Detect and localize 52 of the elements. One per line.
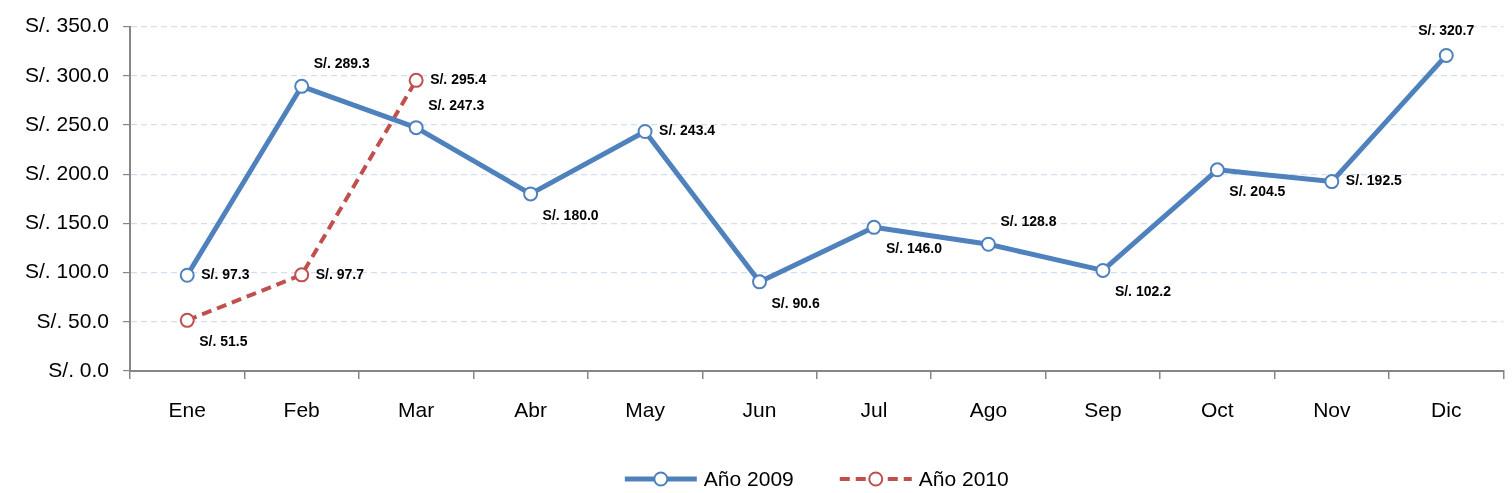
y-tick-label: S/. 250.0 [24,111,109,135]
point [1095,262,1111,278]
point [752,274,768,290]
x-tick-label: Abr [514,398,547,422]
data-label: S/. 128.8 [1000,213,1057,230]
data-label: S/. 146.0 [885,240,943,257]
point [408,120,424,136]
point [866,219,882,235]
x-tick-label: Ago [969,398,1008,422]
data-label: S/. 247.3 [428,96,485,113]
x-tick-label: Nov [1313,398,1351,422]
x-tick-label: Oct [1201,398,1234,422]
y-tick-label: S/. 350.0 [24,13,109,37]
data-label: S/. 192.5 [1345,172,1403,189]
point [408,72,424,88]
point [1209,162,1225,178]
y-tick-label: S/. 200.0 [24,161,109,184]
point [637,123,653,139]
point [179,267,195,283]
data-label: S/. 289.3 [313,55,370,72]
x-tick-label: Dic [1431,398,1462,422]
x-tick-label: Jul [860,398,888,422]
y-tick-label: S/. 0.0 [48,357,109,381]
data-label: S/. 90.6 [771,294,820,311]
legend-label: Año 2009 [703,466,794,490]
y-tick-label: S/. 50.0 [36,308,109,332]
legend-label: Año 2010 [918,466,1009,490]
x-tick-label: Feb [283,398,320,422]
x-tick-label: Sep [1084,398,1122,422]
data-label: S/. 320.7 [1418,22,1475,39]
point [179,312,195,328]
data-label: S/. 204.5 [1229,182,1286,199]
point [1438,47,1454,63]
point [1324,174,1340,190]
x-tick-label: Mar [398,398,435,422]
point [294,267,310,283]
x-tick-label: Jun [742,398,777,422]
x-tick-label: May [625,398,666,422]
data-label: S/. 51.5 [199,333,248,350]
data-label: S/. 180.0 [542,206,599,223]
data-label: S/. 243.4 [659,122,716,139]
data-label: S/. 102.2 [1114,283,1172,300]
point [294,78,310,94]
point [980,236,996,252]
data-label: S/. 295.4 [430,71,487,88]
y-tick-label: S/. 100.0 [24,259,109,283]
point [523,186,539,202]
y-tick-label: S/. 300.0 [24,62,109,86]
data-label: S/. 97.7 [315,265,365,282]
y-tick-label: S/. 150.0 [24,210,109,234]
data-label: S/. 97.3 [201,266,250,283]
x-tick-label: Ene [168,398,206,422]
